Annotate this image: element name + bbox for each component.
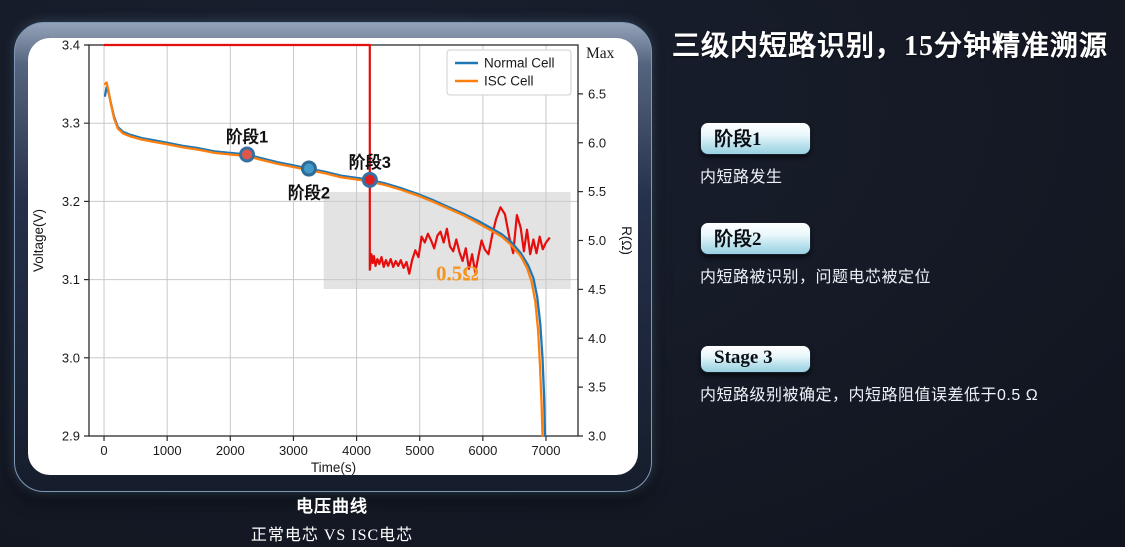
svg-text:3.0: 3.0 bbox=[588, 429, 606, 444]
svg-text:1000: 1000 bbox=[153, 443, 182, 458]
svg-text:3.4: 3.4 bbox=[62, 38, 80, 53]
svg-text:7000: 7000 bbox=[532, 443, 561, 458]
svg-text:4.5: 4.5 bbox=[588, 282, 606, 297]
stage-1-description: 内短路发生 bbox=[700, 169, 783, 186]
svg-text:0: 0 bbox=[100, 443, 107, 458]
series-line-isc-cell bbox=[103, 81, 544, 438]
isc-resistance-line bbox=[104, 43, 551, 275]
svg-text:2.9: 2.9 bbox=[62, 429, 80, 444]
stage-annotation-3: 阶段3 bbox=[349, 152, 391, 188]
svg-text:阶段2: 阶段2 bbox=[288, 183, 330, 203]
tick-marks bbox=[84, 44, 583, 441]
svg-text:3.2: 3.2 bbox=[62, 194, 80, 209]
stage-2-description: 内短路被识别，问题电芯被定位 bbox=[700, 269, 932, 286]
panel-title: 三级内短路识别，15分钟精准溯源 bbox=[671, 31, 1108, 62]
svg-text:4000: 4000 bbox=[342, 443, 371, 458]
svg-text:Time(s): Time(s) bbox=[311, 460, 356, 475]
svg-text:R(Ω): R(Ω) bbox=[619, 226, 634, 255]
svg-text:5.0: 5.0 bbox=[588, 233, 606, 248]
svg-text:3.0: 3.0 bbox=[62, 350, 80, 365]
svg-text:3000: 3000 bbox=[279, 443, 308, 458]
svg-text:5.5: 5.5 bbox=[588, 184, 606, 199]
caption-subtitle: 正常电芯 VS ISC电芯 bbox=[250, 527, 414, 544]
svg-text:Voltage(V): Voltage(V) bbox=[31, 209, 46, 272]
stage-3-description: 内短路级别被确定，内短路阻值误差低于0.5 Ω bbox=[700, 387, 1039, 404]
chart-legend: Normal Cell ISC Cell bbox=[446, 49, 572, 96]
chart-card: 2.9 3.0 3.1 3.2 3.3 3.4 3.0 3.5 4.0 4.5 5.0 5.5 6.0 6… bbox=[14, 22, 652, 492]
voltage-resistance-chart: 2.9 3.0 3.1 3.2 3.3 3.4 3.0 3.5 4.0 4.5 5.0 5.5 6.0 6… bbox=[31, 38, 634, 475]
resistance-value-label: 0.5Ω bbox=[436, 261, 479, 285]
svg-text:6.0: 6.0 bbox=[588, 135, 606, 150]
chart-caption: 电压曲线 正常电芯 VS ISC电芯 bbox=[12, 492, 652, 545]
series-line-normal-cell bbox=[103, 86, 547, 438]
svg-text:2000: 2000 bbox=[216, 443, 245, 458]
stage-3-badge: Stage 3 bbox=[700, 345, 811, 373]
svg-text:4.0: 4.0 bbox=[588, 331, 606, 346]
stage-block-3: Stage 3 内短路级别被确定，内短路阻值误差低于0.5 Ω bbox=[700, 345, 1038, 405]
svg-text:ISC Cell: ISC Cell bbox=[484, 74, 534, 89]
caption-title: 电压曲线 bbox=[296, 497, 368, 516]
svg-text:3.5: 3.5 bbox=[588, 380, 606, 395]
max-resistance-label: Max bbox=[586, 45, 615, 62]
svg-text:3.3: 3.3 bbox=[62, 116, 80, 131]
stage-annotation-1: 阶段1 bbox=[226, 126, 268, 163]
svg-text:Normal Cell: Normal Cell bbox=[484, 56, 555, 71]
stage-block-2: 阶段2 内短路被识别，问题电芯被定位 bbox=[700, 222, 931, 287]
axis-titles: Voltage(V) Time(s) R(Ω) bbox=[31, 209, 634, 475]
stage-2-badge: 阶段2 bbox=[700, 222, 811, 255]
svg-text:6000: 6000 bbox=[468, 443, 497, 458]
stage-annotation-2: 阶段2 bbox=[288, 160, 330, 203]
tick-labels: 2.9 3.0 3.1 3.2 3.3 3.4 3.0 3.5 4.0 4.5 5.0 5.5 6.0 6… bbox=[62, 38, 615, 458]
svg-text:3.1: 3.1 bbox=[62, 272, 80, 287]
svg-text:6.5: 6.5 bbox=[588, 86, 606, 101]
chart-white-panel: 2.9 3.0 3.1 3.2 3.3 3.4 3.0 3.5 4.0 4.5 5.0 5.5 6.0 6… bbox=[28, 38, 638, 475]
svg-text:阶段1: 阶段1 bbox=[226, 126, 268, 146]
svg-text:5000: 5000 bbox=[405, 443, 434, 458]
svg-text:阶段3: 阶段3 bbox=[349, 152, 391, 172]
stage-1-badge: 阶段1 bbox=[700, 122, 811, 155]
stage-block-1: 阶段1 内短路发生 bbox=[700, 122, 811, 187]
